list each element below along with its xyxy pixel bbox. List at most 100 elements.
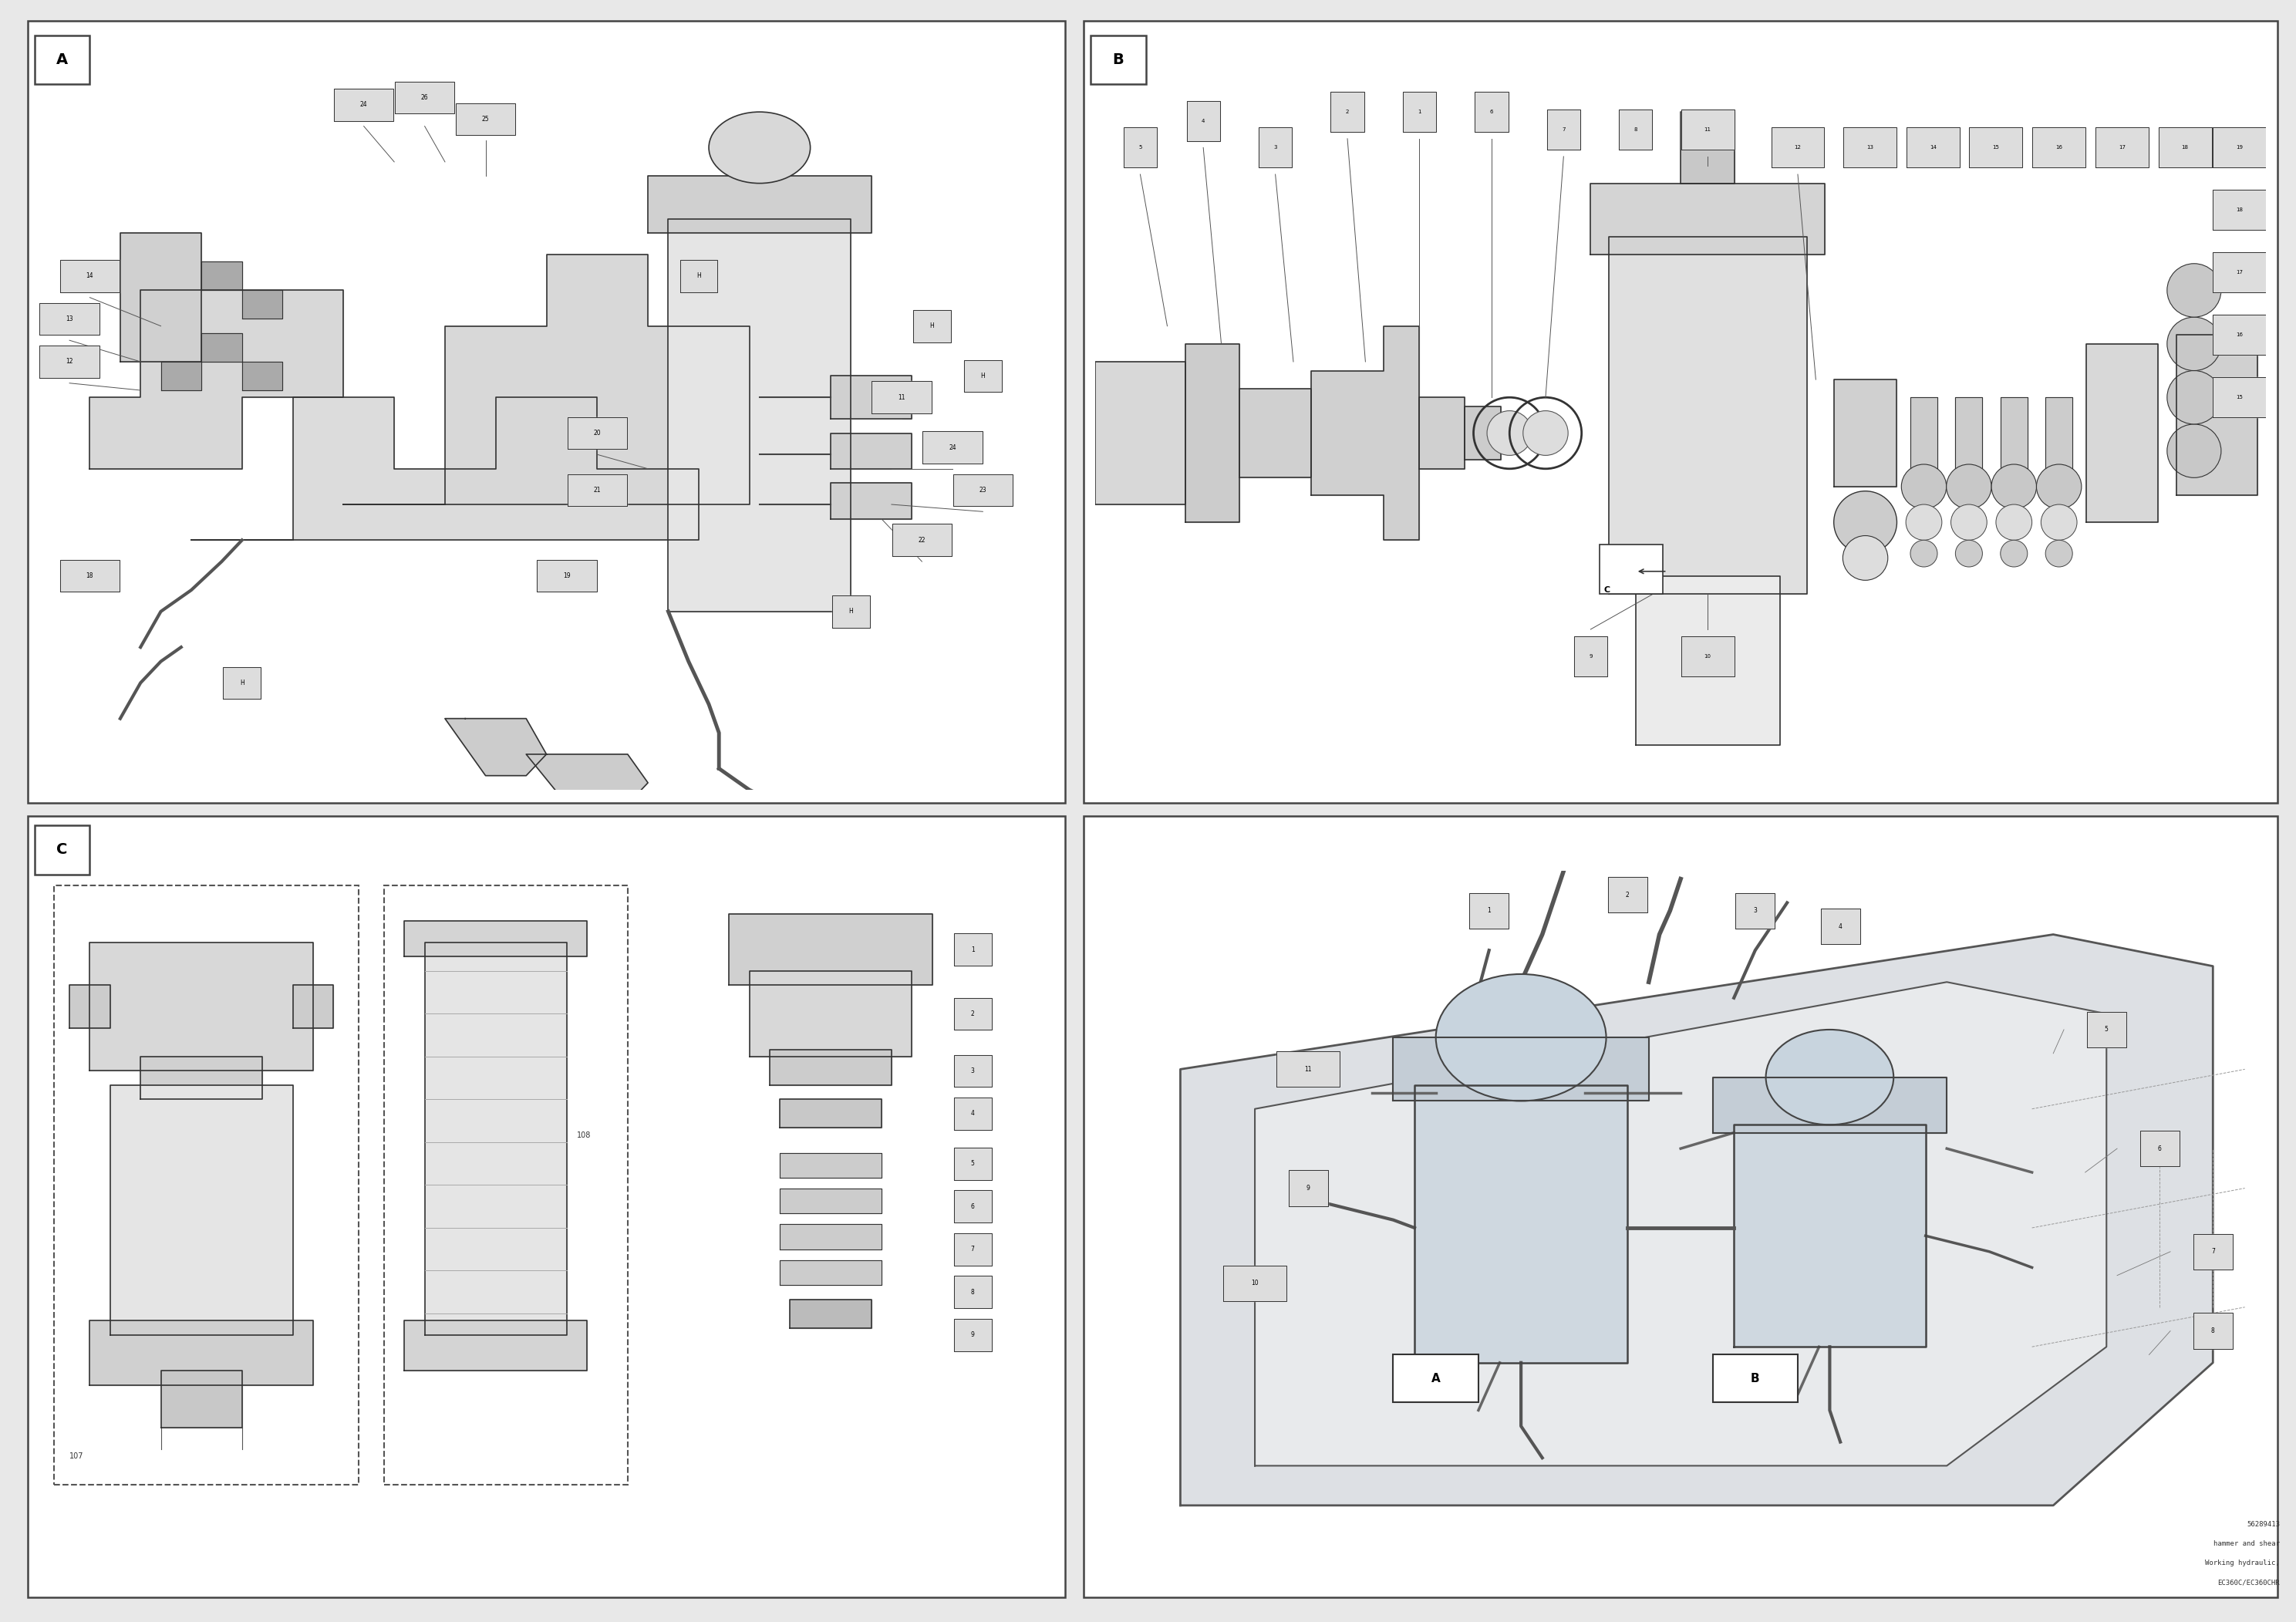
- Polygon shape: [953, 1277, 992, 1307]
- Text: 1: 1: [1417, 110, 1421, 114]
- Polygon shape: [1258, 128, 1293, 167]
- Text: 18: 18: [2236, 208, 2243, 212]
- Polygon shape: [2087, 344, 2158, 522]
- Polygon shape: [1187, 101, 1219, 141]
- Bar: [28, 21, 1065, 803]
- Polygon shape: [526, 754, 647, 805]
- Text: 6: 6: [1490, 110, 1492, 114]
- Polygon shape: [1591, 183, 1825, 255]
- Polygon shape: [191, 397, 698, 540]
- Text: 6: 6: [971, 1204, 974, 1210]
- Polygon shape: [2046, 397, 2073, 469]
- Polygon shape: [748, 972, 912, 1056]
- Text: 17: 17: [2236, 271, 2243, 274]
- Text: 8: 8: [1635, 128, 1637, 131]
- Circle shape: [709, 112, 810, 183]
- Text: 11: 11: [1304, 1066, 1311, 1072]
- Polygon shape: [893, 524, 953, 556]
- Polygon shape: [1332, 92, 1364, 131]
- Polygon shape: [1681, 112, 1736, 183]
- Circle shape: [1906, 504, 1942, 540]
- Polygon shape: [1180, 934, 2213, 1505]
- Polygon shape: [223, 667, 262, 699]
- Text: H: H: [930, 323, 934, 329]
- Text: C: C: [57, 842, 67, 858]
- Text: 14: 14: [1929, 146, 1936, 149]
- Polygon shape: [1123, 128, 1157, 167]
- Polygon shape: [1185, 344, 1240, 522]
- Text: 13: 13: [67, 315, 73, 323]
- Text: B: B: [1114, 52, 1123, 68]
- Circle shape: [2041, 504, 2078, 540]
- Polygon shape: [1311, 326, 1419, 540]
- Circle shape: [2167, 316, 2220, 370]
- Polygon shape: [1288, 1171, 1327, 1207]
- Polygon shape: [953, 1147, 992, 1179]
- Polygon shape: [2177, 334, 2257, 496]
- Circle shape: [1766, 1030, 1894, 1124]
- Polygon shape: [781, 1100, 882, 1127]
- Polygon shape: [567, 474, 627, 506]
- Polygon shape: [39, 345, 99, 378]
- Polygon shape: [140, 1056, 262, 1100]
- Polygon shape: [567, 417, 627, 449]
- Polygon shape: [2032, 128, 2085, 167]
- Text: Working hydraulic,: Working hydraulic,: [2206, 1560, 2280, 1567]
- Text: 8: 8: [2211, 1327, 2216, 1335]
- Circle shape: [1835, 491, 1896, 553]
- Text: 16: 16: [2236, 333, 2243, 337]
- Polygon shape: [2213, 128, 2266, 167]
- Polygon shape: [953, 474, 1013, 506]
- Polygon shape: [395, 81, 455, 114]
- Circle shape: [1844, 535, 1887, 581]
- Text: 21: 21: [595, 487, 602, 493]
- Text: 3: 3: [1754, 907, 1756, 915]
- Circle shape: [2167, 263, 2220, 316]
- Text: 18: 18: [87, 573, 94, 579]
- Polygon shape: [1821, 908, 1860, 944]
- Polygon shape: [781, 1225, 882, 1249]
- Text: 9: 9: [971, 1332, 974, 1338]
- Circle shape: [1522, 410, 1568, 456]
- Polygon shape: [872, 381, 932, 414]
- Polygon shape: [2213, 253, 2266, 292]
- Text: 23: 23: [978, 487, 987, 493]
- Text: 2: 2: [1345, 110, 1350, 114]
- Text: EC360C/EC360CHR: EC360C/EC360CHR: [2218, 1580, 2280, 1586]
- Polygon shape: [1770, 128, 1825, 167]
- Text: 18: 18: [2181, 146, 2188, 149]
- Text: C: C: [1605, 586, 1609, 594]
- Polygon shape: [730, 913, 932, 985]
- Polygon shape: [1419, 397, 1465, 469]
- Text: 12: 12: [67, 358, 73, 365]
- Text: 4: 4: [1839, 923, 1841, 929]
- Polygon shape: [537, 560, 597, 592]
- Circle shape: [1435, 975, 1607, 1101]
- Text: B: B: [1752, 1372, 1759, 1384]
- Polygon shape: [769, 1049, 891, 1085]
- Polygon shape: [60, 260, 119, 292]
- Text: 7: 7: [1561, 128, 1566, 131]
- Text: 22: 22: [918, 537, 925, 543]
- Text: 7: 7: [2211, 1249, 2216, 1255]
- Polygon shape: [119, 234, 202, 362]
- Polygon shape: [1469, 892, 1508, 928]
- Bar: [55, 886, 358, 1484]
- Polygon shape: [680, 260, 716, 292]
- Text: 19: 19: [563, 573, 569, 579]
- Polygon shape: [1844, 128, 1896, 167]
- Polygon shape: [2096, 128, 2149, 167]
- Text: H: H: [696, 272, 700, 279]
- Text: 25: 25: [482, 115, 489, 123]
- Polygon shape: [953, 998, 992, 1030]
- Circle shape: [2046, 540, 2073, 566]
- Polygon shape: [953, 1098, 992, 1129]
- Text: H: H: [850, 608, 854, 615]
- Text: A: A: [55, 52, 69, 68]
- Polygon shape: [953, 1319, 992, 1351]
- Polygon shape: [1910, 397, 1938, 469]
- Text: 13: 13: [1867, 146, 1874, 149]
- Text: hammer and shear: hammer and shear: [2213, 1541, 2280, 1547]
- Polygon shape: [60, 560, 119, 592]
- Polygon shape: [781, 1153, 882, 1178]
